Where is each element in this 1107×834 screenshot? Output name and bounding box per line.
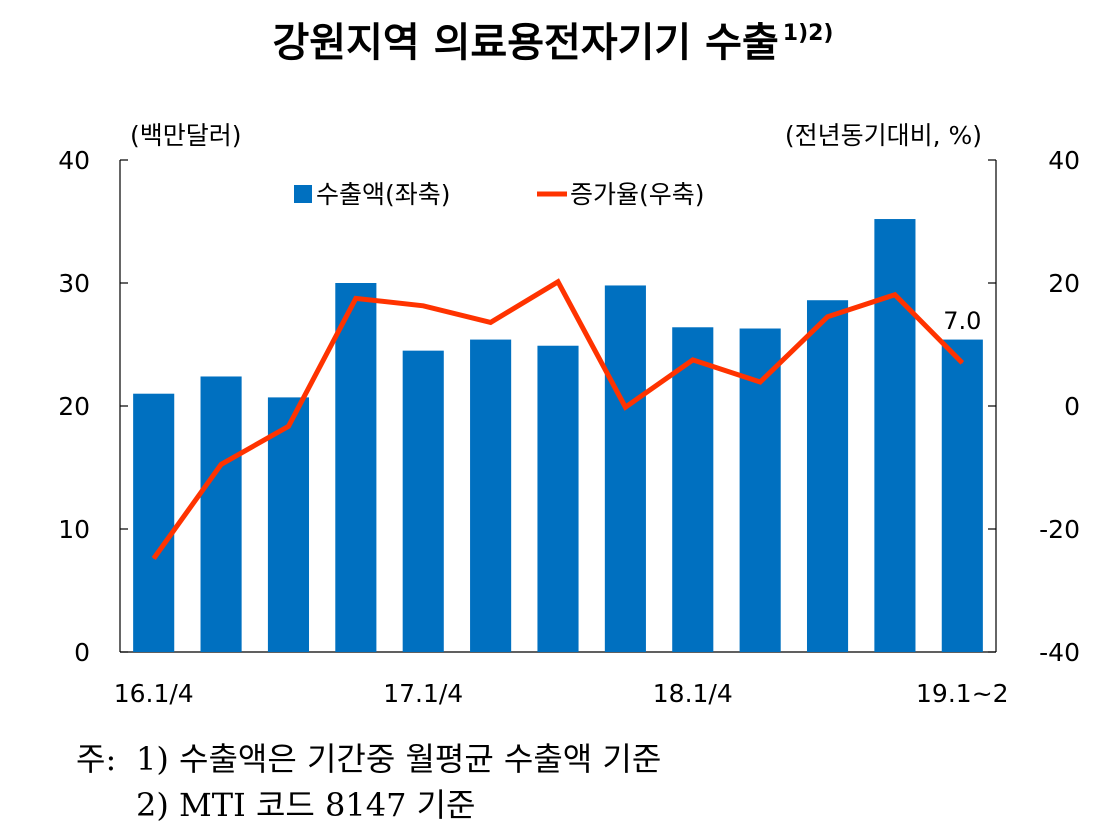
left-tick-label-4: 40 bbox=[58, 146, 90, 175]
line-point-10 bbox=[827, 316, 829, 318]
annotations: 7.0 bbox=[943, 307, 981, 335]
left-tick-label-2: 20 bbox=[58, 392, 90, 421]
footnote-2-number: 2) bbox=[136, 786, 169, 824]
footnote-prefix: 주: bbox=[76, 740, 117, 778]
x-tick-label-3: 19.1~2 bbox=[916, 679, 1009, 708]
bar-series bbox=[133, 219, 983, 653]
line-point-2 bbox=[287, 425, 289, 427]
left-axis-ticks: 0 10 20 30 40 bbox=[58, 146, 128, 667]
bar-12 bbox=[941, 339, 983, 652]
left-tick-label-1: 10 bbox=[58, 515, 90, 544]
line-point-6 bbox=[557, 281, 559, 283]
right-tick-label-2: 0 bbox=[1064, 392, 1080, 421]
legend: 수출액(좌축) 증가율(우축) bbox=[294, 180, 705, 209]
x-axis-ticks: 16.1/4 17.1/4 18.1/4 19.1~2 bbox=[114, 679, 1009, 708]
x-tick-label-1: 17.1/4 bbox=[383, 679, 463, 708]
bar-2 bbox=[267, 397, 310, 652]
right-tick-label-3: 20 bbox=[1048, 269, 1080, 298]
footnote-1-number: 1) bbox=[136, 740, 169, 778]
right-tick-label-0: -40 bbox=[1039, 638, 1080, 667]
bar-0 bbox=[133, 393, 175, 652]
legend-line-label: 증가율(우축) bbox=[570, 180, 705, 209]
line-point-0 bbox=[153, 558, 155, 560]
legend-bar-swatch bbox=[294, 185, 312, 203]
line-series bbox=[151, 278, 965, 560]
legend-bar-label: 수출액(좌축) bbox=[316, 180, 451, 209]
left-axis-label: (백만달러) bbox=[130, 121, 242, 150]
right-tick-label-1: -20 bbox=[1039, 515, 1080, 544]
footnotes: 주: 1) 수출액은 기간중 월평균 수출액 기준 2) MTI 코드 8147 … bbox=[76, 736, 661, 828]
line-point-9 bbox=[759, 381, 761, 383]
data-label-0: 7.0 bbox=[943, 307, 981, 335]
footnote-1-text: 수출액은 기간중 월평균 수출액 기준 bbox=[179, 740, 662, 778]
left-tick-label-0: 0 bbox=[74, 638, 90, 667]
line-point-5 bbox=[490, 321, 492, 323]
bar-3 bbox=[335, 283, 377, 652]
line-point-1 bbox=[220, 463, 222, 465]
footnote-1: 주: 1) 수출액은 기간중 월평균 수출액 기준 bbox=[76, 736, 661, 782]
line-point-3 bbox=[355, 297, 357, 299]
bar-1 bbox=[200, 376, 242, 652]
line-point-12 bbox=[961, 362, 963, 364]
line-point-8 bbox=[692, 359, 694, 361]
bar-4 bbox=[402, 350, 444, 652]
chart-title-superscript: 1)2) bbox=[783, 21, 834, 46]
line-point-4 bbox=[422, 305, 424, 307]
chart-title: 강원지역 의료용전자기기 수출 1)2) bbox=[273, 20, 834, 66]
chart-title-text: 강원지역 의료용전자기기 수출 bbox=[273, 20, 779, 66]
bar-5 bbox=[470, 339, 512, 652]
bar-11 bbox=[874, 219, 916, 653]
right-tick-label-4: 40 bbox=[1048, 146, 1080, 175]
footnote-2: 2) MTI 코드 8147 기준 bbox=[76, 782, 661, 828]
chart: 강원지역 의료용전자기기 수출 1)2) (백만달러) (전년동기대비, %) 0… bbox=[58, 20, 1080, 708]
right-axis-ticks: -40 -20 0 20 40 bbox=[988, 146, 1080, 667]
line-point-11 bbox=[894, 294, 896, 296]
bar-8 bbox=[672, 327, 714, 652]
right-axis-label: (전년동기대비, %) bbox=[785, 121, 982, 150]
line-point-7 bbox=[624, 406, 626, 408]
bar-7 bbox=[604, 285, 646, 652]
bar-6 bbox=[537, 345, 579, 652]
x-tick-label-2: 18.1/4 bbox=[653, 679, 733, 708]
x-tick-label-0: 16.1/4 bbox=[114, 679, 194, 708]
bar-10 bbox=[806, 300, 849, 652]
footnote-2-text: MTI 코드 8147 기준 bbox=[179, 786, 476, 824]
left-tick-label-3: 30 bbox=[58, 269, 90, 298]
